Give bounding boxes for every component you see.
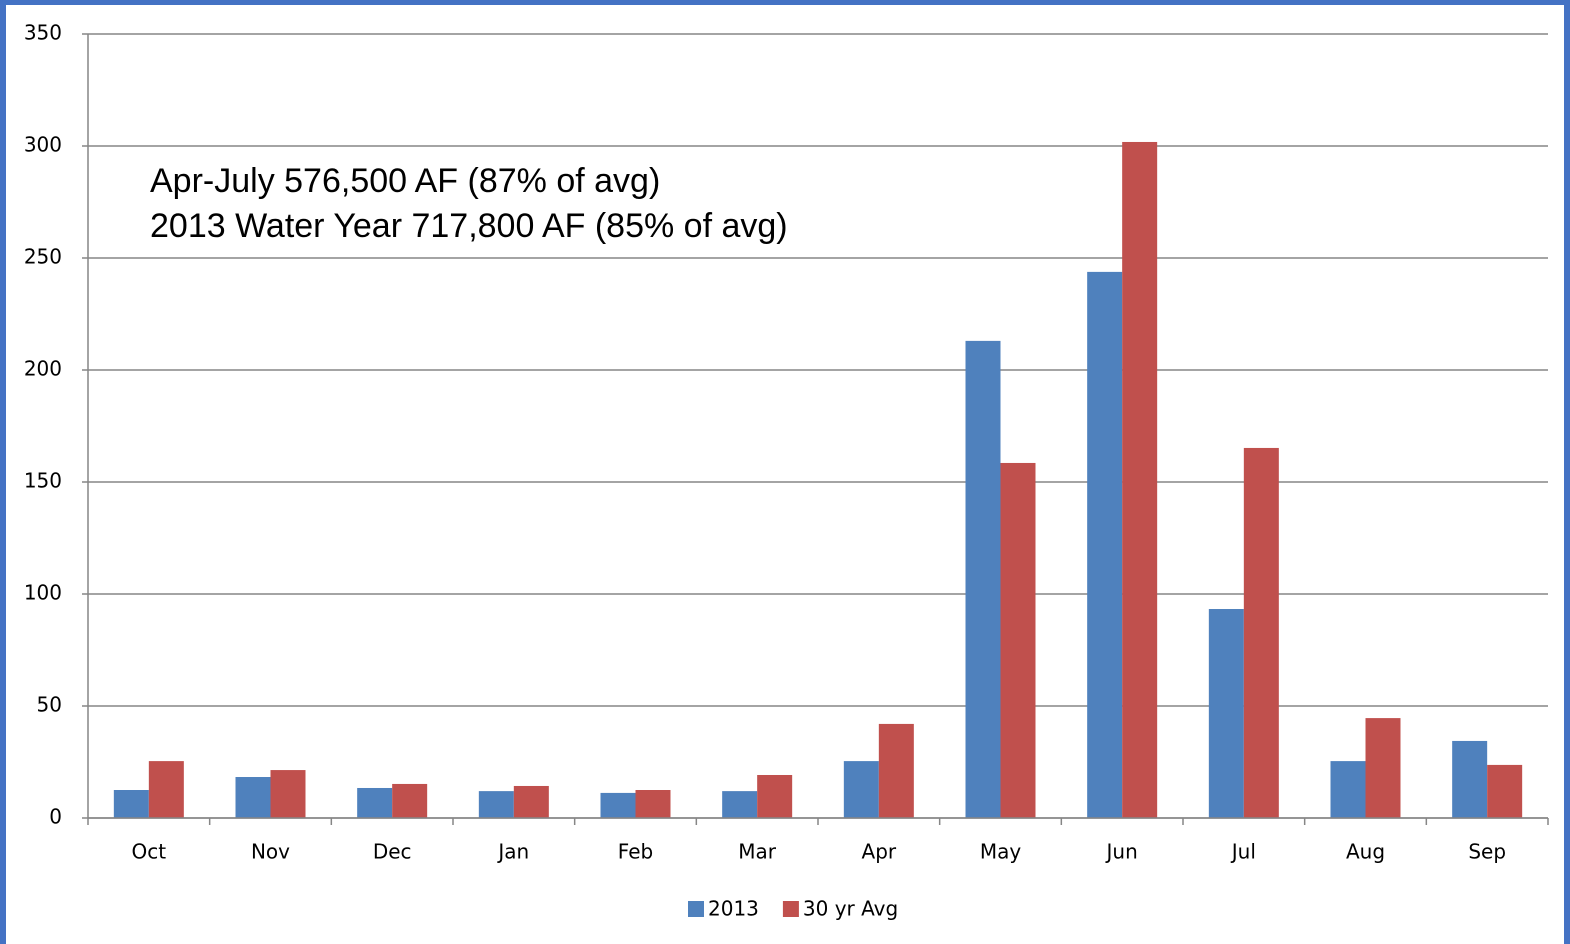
y-tick-label: 300 bbox=[24, 133, 62, 157]
bar bbox=[1122, 141, 1158, 818]
bar bbox=[635, 790, 671, 818]
x-tick-label: Oct bbox=[132, 840, 167, 864]
bar bbox=[965, 340, 1001, 818]
bar bbox=[1000, 462, 1036, 818]
y-tick-label: 200 bbox=[24, 357, 62, 381]
bar bbox=[1365, 718, 1401, 818]
x-tick-label: Jul bbox=[1230, 840, 1256, 864]
y-tick-label: 350 bbox=[24, 21, 62, 45]
annotation: 2013 Water Year 717,800 AF (85% of avg) bbox=[150, 207, 788, 245]
bar bbox=[878, 723, 914, 818]
y-tick-label: 50 bbox=[37, 693, 62, 717]
legend-swatch bbox=[688, 901, 704, 917]
x-tick-label: Jun bbox=[1105, 840, 1138, 864]
annotation: Apr-July 576,500 AF (87% of avg) bbox=[150, 162, 660, 200]
x-tick-label: Mar bbox=[738, 840, 777, 864]
x-tick-label: Feb bbox=[618, 840, 653, 864]
y-tick-label: 250 bbox=[24, 245, 62, 269]
bar bbox=[235, 777, 271, 818]
x-tick-label: Apr bbox=[862, 840, 897, 864]
bar bbox=[513, 785, 549, 818]
y-tick-label: 150 bbox=[24, 469, 62, 493]
legend-label: 2013 bbox=[708, 897, 759, 921]
bar bbox=[392, 783, 428, 818]
bar bbox=[600, 792, 636, 818]
legend-label: 30 yr Avg bbox=[803, 897, 898, 921]
bar bbox=[757, 774, 793, 818]
bar bbox=[357, 787, 393, 818]
x-tick-label: Aug bbox=[1346, 840, 1385, 864]
bar bbox=[113, 790, 149, 818]
bar bbox=[1330, 761, 1366, 818]
bar bbox=[1087, 271, 1123, 818]
x-tick-label: May bbox=[980, 840, 1022, 864]
bar bbox=[1452, 740, 1488, 818]
bar bbox=[478, 791, 514, 818]
x-tick-label: Dec bbox=[373, 840, 412, 864]
bar bbox=[148, 761, 184, 818]
legend-swatch bbox=[782, 901, 799, 917]
x-tick-label: Nov bbox=[251, 840, 290, 864]
x-tick-label: Sep bbox=[1468, 840, 1506, 864]
bar bbox=[843, 761, 879, 818]
y-tick-label: 0 bbox=[49, 805, 62, 829]
bar bbox=[1208, 609, 1244, 818]
bar bbox=[1243, 447, 1279, 818]
y-tick-label: 100 bbox=[24, 581, 62, 605]
bar bbox=[270, 770, 306, 818]
x-tick-label: Jan bbox=[496, 840, 529, 864]
bar bbox=[1487, 764, 1523, 818]
bar bbox=[722, 791, 758, 818]
